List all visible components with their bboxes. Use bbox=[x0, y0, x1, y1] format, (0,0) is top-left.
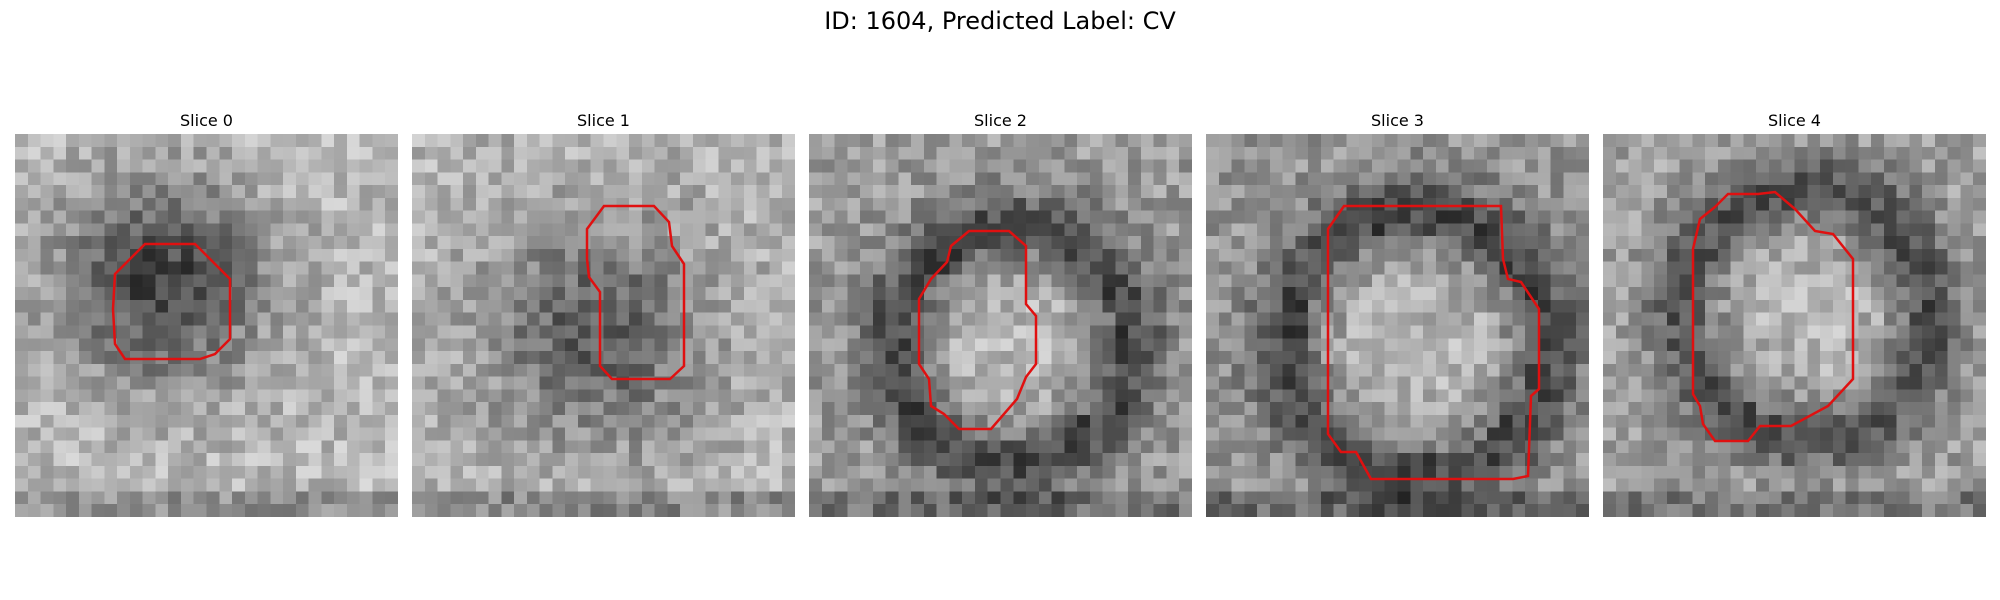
segmentation-contour-0 bbox=[111, 242, 232, 361]
slice-panel-0: Slice 0 bbox=[15, 108, 398, 517]
slice-title-1: Slice 1 bbox=[577, 111, 630, 130]
slice-title-2: Slice 2 bbox=[974, 111, 1027, 130]
micrograph-1 bbox=[412, 134, 795, 517]
slice-panel-1: Slice 1 bbox=[412, 108, 795, 517]
micrograph-2 bbox=[809, 134, 1192, 517]
figure-title: ID: 1604, Predicted Label: CV bbox=[824, 7, 1176, 35]
slice-panel-2: Slice 2 bbox=[809, 108, 1192, 517]
micrograph-0 bbox=[15, 134, 398, 517]
contour-outline-2 bbox=[917, 229, 1038, 431]
slice-title-4: Slice 4 bbox=[1768, 111, 1821, 130]
slice-image-4 bbox=[1603, 134, 1986, 517]
contour-outline-1 bbox=[585, 204, 686, 381]
slice-title-0: Slice 0 bbox=[180, 111, 233, 130]
segmentation-contour-1 bbox=[585, 204, 686, 381]
slice-panel-3: Slice 3 bbox=[1206, 108, 1589, 517]
slice-image-3 bbox=[1206, 134, 1589, 517]
contour-outline-4 bbox=[1691, 190, 1855, 443]
segmentation-contour-4 bbox=[1691, 190, 1855, 443]
micrograph-3 bbox=[1206, 134, 1589, 517]
contour-outline-3 bbox=[1326, 204, 1541, 481]
contour-outline-0 bbox=[111, 242, 232, 361]
slice-image-1 bbox=[412, 134, 795, 517]
slice-panel-4: Slice 4 bbox=[1603, 108, 1986, 517]
segmentation-contour-3 bbox=[1326, 204, 1541, 481]
micrograph-4 bbox=[1603, 134, 1986, 517]
slice-image-0 bbox=[15, 134, 398, 517]
segmentation-contour-2 bbox=[917, 229, 1038, 431]
slice-title-3: Slice 3 bbox=[1371, 111, 1424, 130]
slice-image-2 bbox=[809, 134, 1192, 517]
